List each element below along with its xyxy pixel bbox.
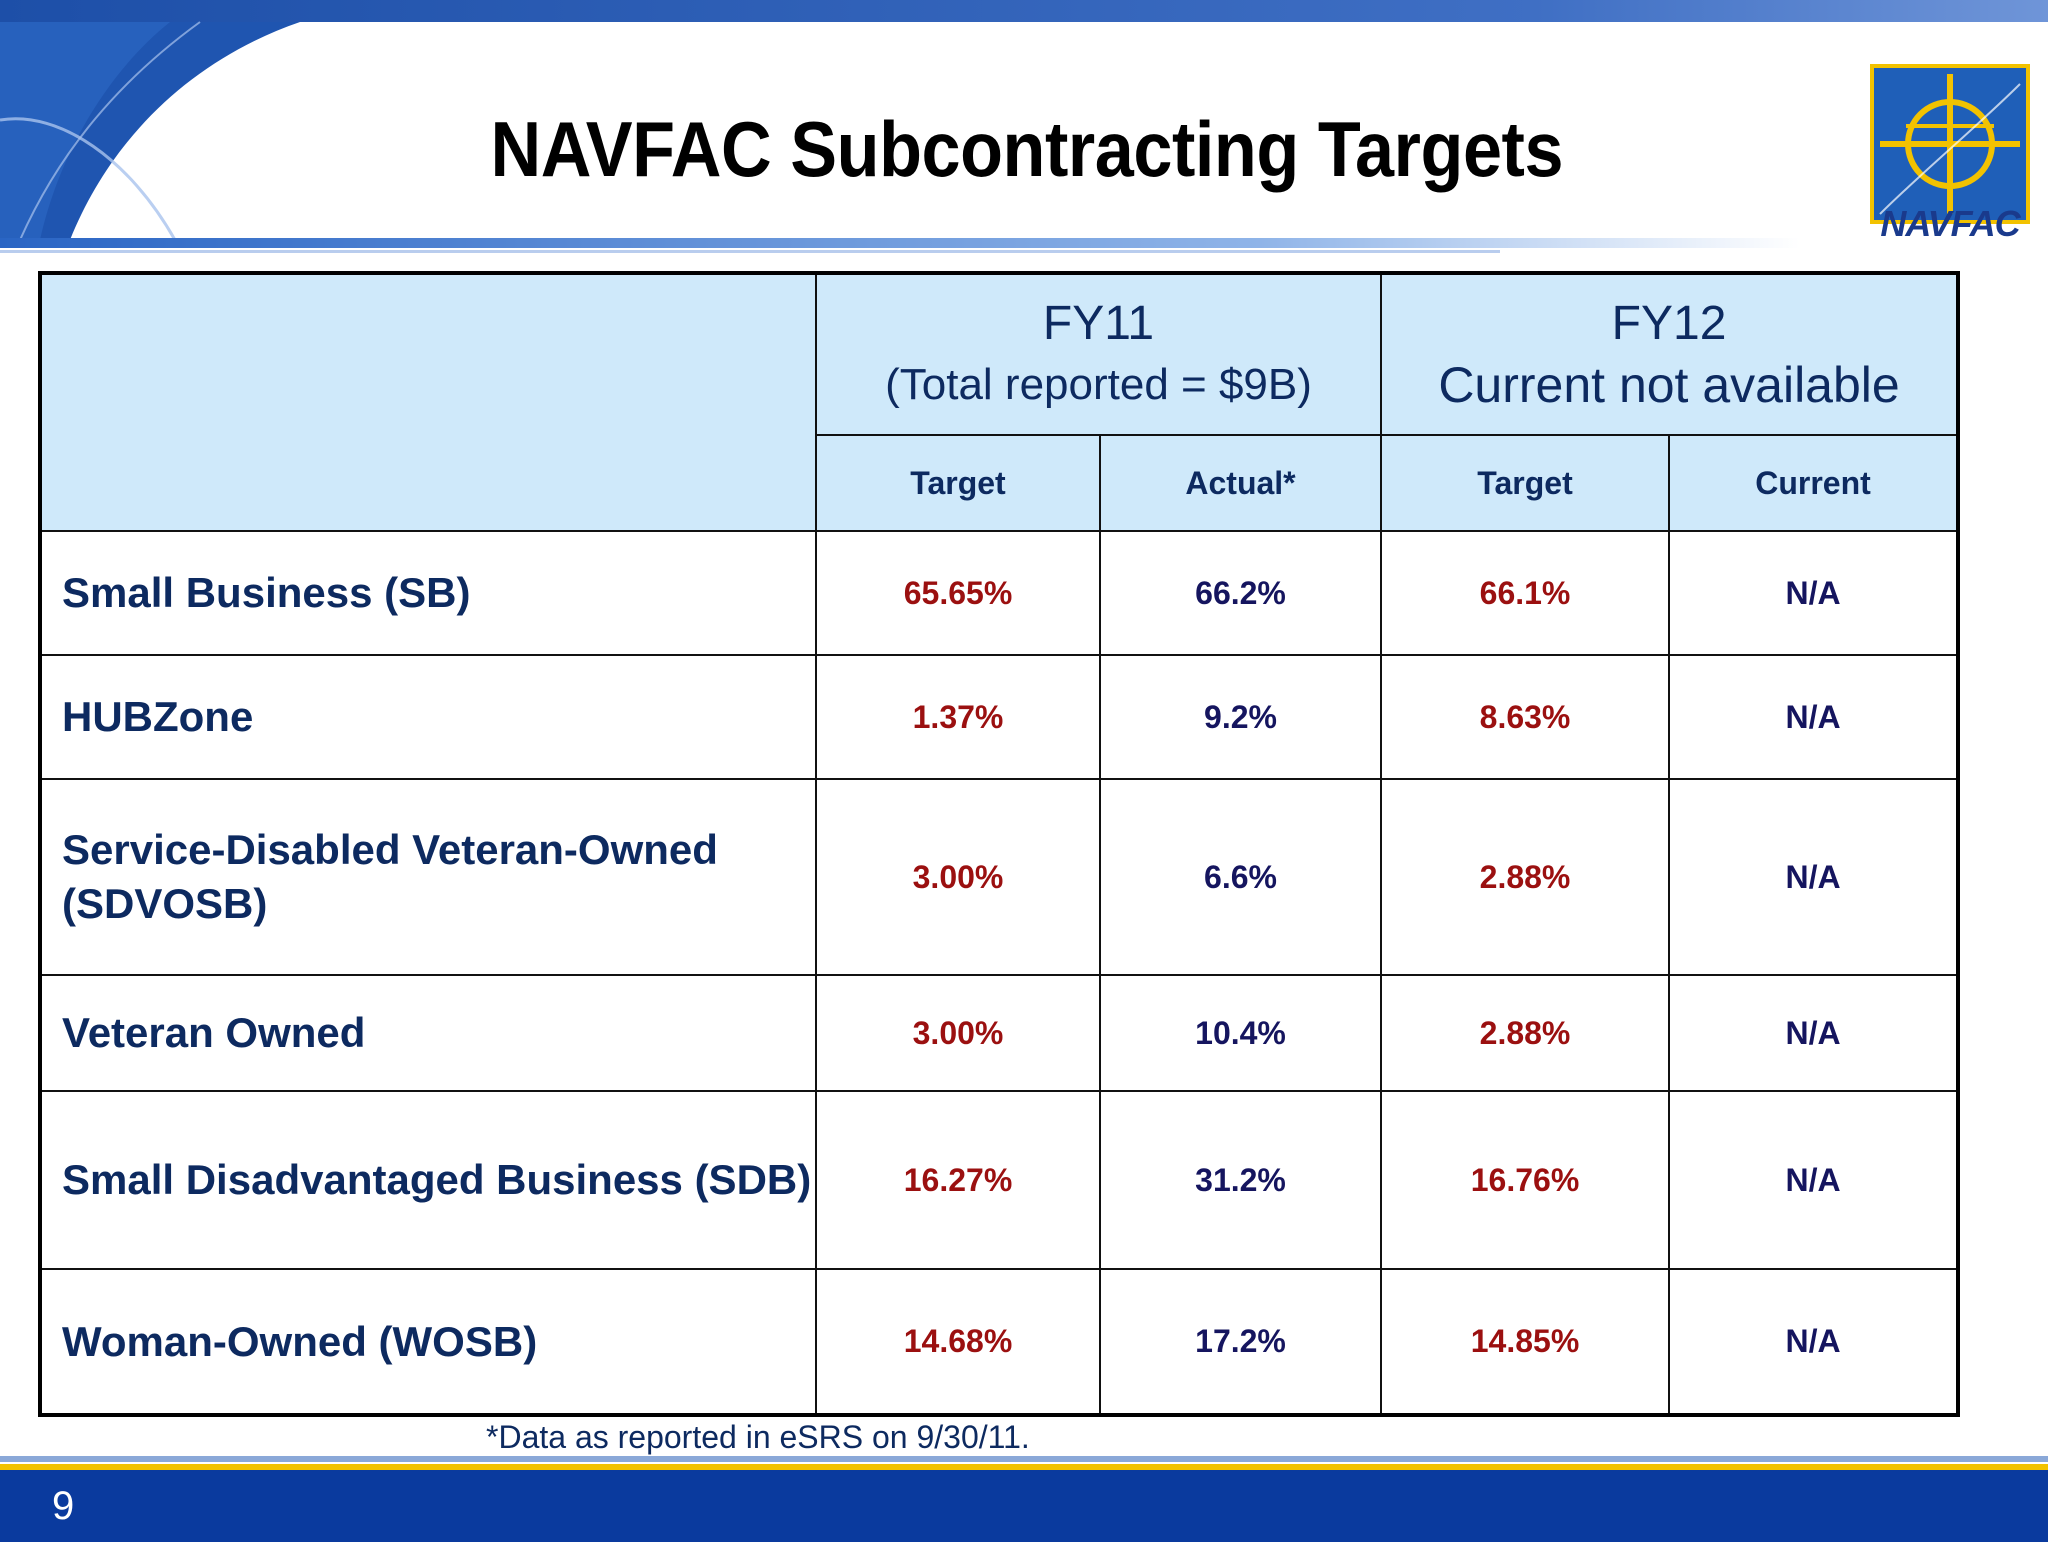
- row-label: Woman-Owned (WOSB): [39, 1268, 817, 1416]
- row-label: Service-Disabled Veteran-Owned (SDVOSB): [39, 778, 817, 976]
- logo-wordmark: NAVFAC: [1880, 203, 2020, 244]
- table-row: Veteran Owned 3.00% 10.4% 2.88% N/A: [39, 974, 1960, 1092]
- fy12-current-value: N/A: [1668, 530, 1960, 656]
- fy11-actual-value: 6.6%: [1098, 778, 1383, 976]
- fy12-target-value: 16.76%: [1380, 1090, 1671, 1270]
- fy12-target-value: 2.88%: [1380, 778, 1671, 976]
- fy11-subheading: (Total reported = $9B): [885, 359, 1312, 409]
- fy12-target-value: 66.1%: [1380, 530, 1671, 656]
- fy12-current-value: N/A: [1668, 974, 1960, 1092]
- subheader-fy12-target: Target: [1380, 434, 1671, 532]
- fy11-actual-value: 66.2%: [1098, 530, 1383, 656]
- row-label: Small Disadvantaged Business (SDB): [39, 1090, 817, 1270]
- footer-stripe: [0, 1456, 2048, 1462]
- table-row: Small Disadvantaged Business (SDB) 16.27…: [39, 1090, 1960, 1270]
- fy11-target-value: 16.27%: [815, 1090, 1101, 1270]
- row-label: HUBZone: [39, 654, 817, 780]
- fy11-target-value: 65.65%: [815, 530, 1101, 656]
- fy11-actual-value: 17.2%: [1098, 1268, 1383, 1416]
- slide-title: NAVFAC Subcontracting Targets: [490, 105, 1564, 193]
- subheader-fy11-actual: Actual*: [1098, 434, 1383, 532]
- page-number: 9: [52, 1484, 75, 1528]
- fy11-target-value: 3.00%: [815, 974, 1101, 1092]
- fy12-subheading: Current not available: [1438, 356, 1900, 413]
- table-header-row: FY11 (Total reported = $9B) FY12 Current…: [39, 272, 1960, 532]
- fy12-current-value: N/A: [1668, 654, 1960, 780]
- fy11-heading: FY11: [1042, 296, 1155, 350]
- fy12-target-value: 2.88%: [1380, 974, 1671, 1092]
- fy11-header: FY11 (Total reported = $9B): [814, 272, 1383, 436]
- fy11-actual-value: 9.2%: [1098, 654, 1383, 780]
- header-swoosh-art: [0, 0, 2048, 253]
- fy12-target-value: 8.63%: [1380, 654, 1671, 780]
- footer-bar: [0, 1464, 2048, 1542]
- header-blank-cell: [39, 272, 817, 532]
- subheader-fy12-current: Current: [1668, 434, 1960, 532]
- navfac-crosshair-logo-icon: [1870, 64, 2030, 224]
- fy12-heading: FY12: [1611, 296, 1727, 350]
- table-row: Woman-Owned (WOSB) 14.68% 17.2% 14.85% N…: [39, 1268, 1960, 1416]
- fy11-target-value: 1.37%: [815, 654, 1101, 780]
- fy11-actual-value: 10.4%: [1098, 974, 1383, 1092]
- fy12-current-value: N/A: [1668, 1090, 1960, 1270]
- row-label: Small Business (SB): [39, 530, 817, 656]
- footnote: *Data as reported in eSRS on 9/30/11.: [486, 1419, 1030, 1455]
- fy11-actual-value: 31.2%: [1098, 1090, 1383, 1270]
- fy11-target-value: 3.00%: [815, 778, 1101, 976]
- fy11-target-value: 14.68%: [815, 1268, 1101, 1416]
- subheader-fy11-target: Target: [815, 434, 1101, 532]
- row-label: Veteran Owned: [39, 974, 817, 1092]
- fy12-header: FY12 Current not available: [1380, 272, 1960, 436]
- table-row: HUBZone 1.37% 9.2% 8.63% N/A: [39, 654, 1960, 780]
- fy12-current-value: N/A: [1668, 778, 1960, 976]
- table-subheader-row: Target Actual* Target Current: [40, 434, 1960, 532]
- fy12-current-value: N/A: [1668, 1268, 1960, 1416]
- targets-table: FY11 (Total reported = $9B) FY12 Current…: [38, 271, 1961, 1417]
- fy12-target-value: 14.85%: [1380, 1268, 1671, 1416]
- table-row: Small Business (SB) 65.65% 66.2% 66.1% N…: [39, 530, 1960, 656]
- table-row: Service-Disabled Veteran-Owned (SDVOSB) …: [39, 778, 1960, 976]
